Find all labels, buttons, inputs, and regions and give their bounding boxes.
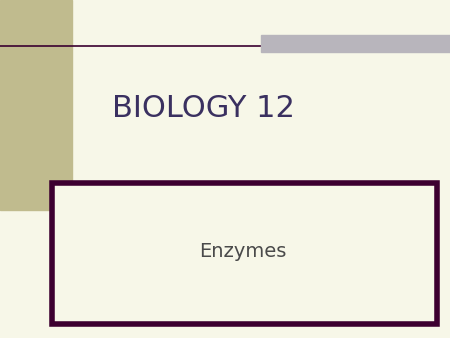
- Text: Enzymes: Enzymes: [199, 242, 287, 261]
- Bar: [261, 35, 450, 52]
- Bar: [52, 183, 436, 324]
- Bar: [0, 0, 72, 210]
- Text: BIOLOGY 12: BIOLOGY 12: [112, 94, 295, 123]
